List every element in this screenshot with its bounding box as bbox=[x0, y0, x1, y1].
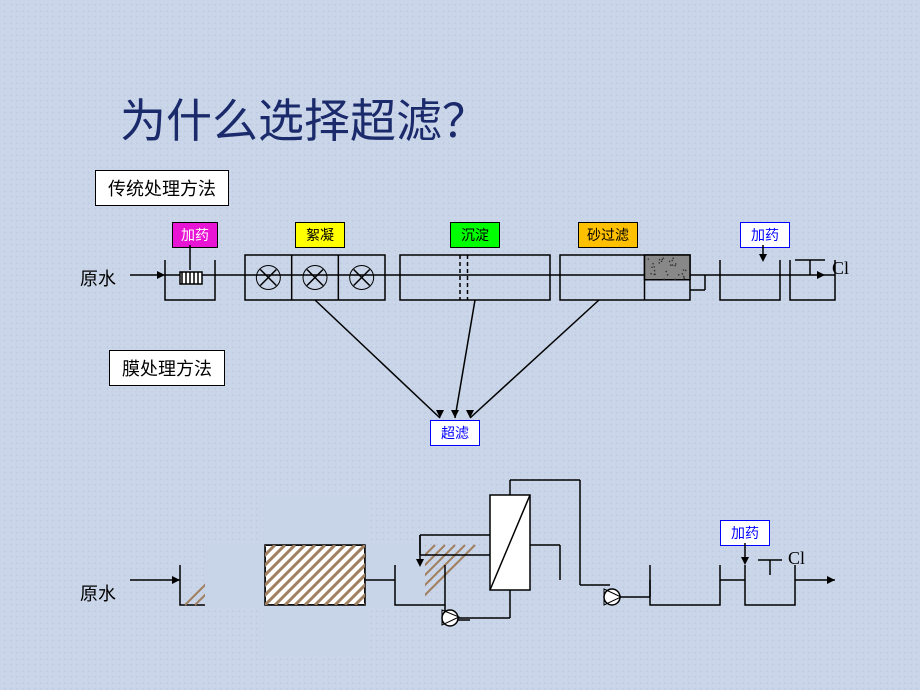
process-diagram bbox=[0, 0, 920, 690]
